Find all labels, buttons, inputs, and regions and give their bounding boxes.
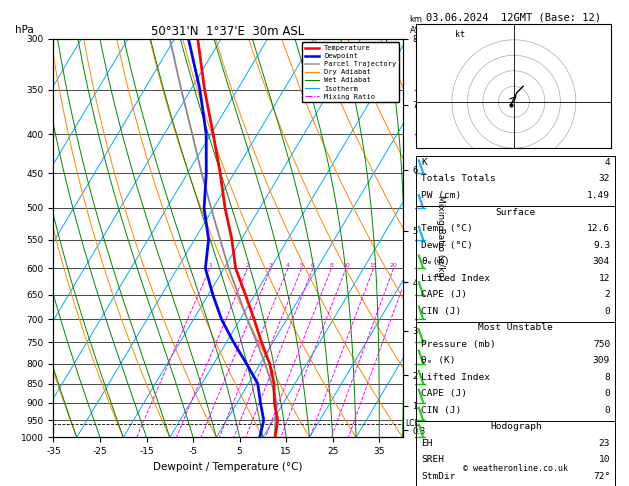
Text: θₑ(K): θₑ(K)	[421, 257, 450, 266]
Text: Lifted Index: Lifted Index	[421, 373, 491, 382]
Text: Most Unstable: Most Unstable	[479, 323, 553, 332]
Text: PW (cm): PW (cm)	[421, 191, 462, 200]
Text: 10: 10	[599, 455, 610, 465]
Text: 23: 23	[599, 439, 610, 448]
Text: 12: 12	[599, 274, 610, 283]
X-axis label: Dewpoint / Temperature (°C): Dewpoint / Temperature (°C)	[153, 462, 303, 472]
Text: Lifted Index: Lifted Index	[421, 274, 491, 283]
Text: Hodograph: Hodograph	[490, 422, 542, 432]
Text: 309: 309	[593, 356, 610, 365]
Text: hPa: hPa	[15, 25, 34, 35]
Text: 0: 0	[604, 389, 610, 399]
Text: Surface: Surface	[496, 208, 536, 217]
Text: 72°: 72°	[593, 472, 610, 481]
Text: StmDir: StmDir	[421, 472, 456, 481]
Text: 6: 6	[311, 263, 315, 268]
Text: 03.06.2024  12GMT (Base: 12): 03.06.2024 12GMT (Base: 12)	[426, 12, 601, 22]
Text: 0: 0	[604, 307, 610, 316]
Text: 10: 10	[342, 263, 350, 268]
Text: 8: 8	[330, 263, 333, 268]
Text: CAPE (J): CAPE (J)	[421, 389, 467, 399]
Text: kt: kt	[455, 31, 465, 39]
Text: 8: 8	[604, 373, 610, 382]
Text: 4: 4	[286, 263, 290, 268]
Text: EH: EH	[421, 439, 433, 448]
Text: LCL: LCL	[405, 419, 419, 428]
Text: 304: 304	[593, 257, 610, 266]
Text: © weatheronline.co.uk: © weatheronline.co.uk	[464, 464, 568, 473]
Text: 2: 2	[245, 263, 250, 268]
Text: km
ASL: km ASL	[409, 16, 425, 35]
Text: Dewp (°C): Dewp (°C)	[421, 241, 473, 250]
Legend: Temperature, Dewpoint, Parcel Trajectory, Dry Adiabat, Wet Adiabat, Isotherm, Mi: Temperature, Dewpoint, Parcel Trajectory…	[302, 42, 399, 103]
Text: Totals Totals: Totals Totals	[421, 174, 496, 184]
Text: Pressure (mb): Pressure (mb)	[421, 340, 496, 349]
Text: CAPE (J): CAPE (J)	[421, 290, 467, 299]
Text: 9.3: 9.3	[593, 241, 610, 250]
Text: Temp (°C): Temp (°C)	[421, 224, 473, 233]
Text: 3: 3	[269, 263, 273, 268]
Text: 12.6: 12.6	[587, 224, 610, 233]
Text: 2: 2	[604, 290, 610, 299]
Y-axis label: Mixing Ratio (g/kg): Mixing Ratio (g/kg)	[436, 195, 445, 281]
Text: 4: 4	[604, 158, 610, 167]
Text: 32: 32	[599, 174, 610, 184]
Text: 1.49: 1.49	[587, 191, 610, 200]
Text: SREH: SREH	[421, 455, 445, 465]
Text: θₑ (K): θₑ (K)	[421, 356, 456, 365]
Text: 5: 5	[299, 263, 304, 268]
Text: 0: 0	[604, 406, 610, 415]
Text: 750: 750	[593, 340, 610, 349]
Text: 20: 20	[390, 263, 398, 268]
Title: 50°31'N  1°37'E  30m ASL: 50°31'N 1°37'E 30m ASL	[152, 25, 304, 38]
Text: 1: 1	[208, 263, 212, 268]
Text: 15: 15	[370, 263, 377, 268]
Text: CIN (J): CIN (J)	[421, 307, 462, 316]
Text: CIN (J): CIN (J)	[421, 406, 462, 415]
Text: K: K	[421, 158, 427, 167]
